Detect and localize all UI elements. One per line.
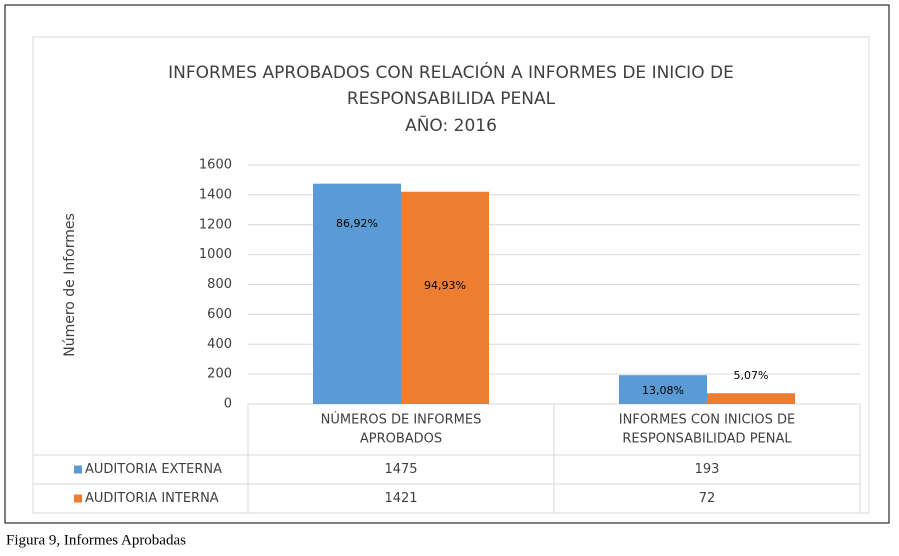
bar	[707, 393, 795, 404]
caption: Figura 9, Informes Aprobadas	[6, 532, 186, 548]
legend-label: AUDITORIA EXTERNA	[85, 462, 222, 477]
chart-title: RESPONSABILIDA PENAL	[347, 89, 556, 109]
y-tick-label: 1000	[199, 247, 232, 262]
legend-label: AUDITORIA INTERNA	[85, 491, 219, 506]
y-tick-label: 1200	[199, 217, 232, 232]
bar	[313, 183, 401, 404]
x-tick-label: NÚMEROS DE INFORMES	[321, 412, 482, 428]
table-value: 193	[695, 462, 720, 477]
x-tick-label: APROBADOS	[360, 432, 442, 447]
percent-label: 86,92%	[336, 217, 378, 230]
chart-title: AÑO: 2016	[405, 114, 497, 136]
y-tick-label: 0	[224, 397, 232, 412]
table-value: 1475	[384, 462, 417, 477]
table-value: 1421	[384, 491, 417, 506]
percent-label: 13,08%	[642, 384, 684, 397]
y-tick-label: 600	[207, 307, 232, 322]
table-value: 72	[699, 491, 716, 506]
y-tick-label: 800	[207, 277, 232, 292]
y-axis-label: Número de Informes	[62, 213, 78, 357]
y-tick-label: 200	[207, 367, 232, 382]
x-tick-label: INFORMES CON INICIOS DE	[619, 413, 795, 428]
percent-label: 94,93%	[424, 279, 466, 292]
y-tick-label: 400	[207, 337, 232, 352]
percent-label: 5,07%	[734, 369, 769, 382]
bar	[401, 191, 489, 404]
y-tick-label: 1400	[199, 187, 232, 202]
bar	[619, 375, 707, 404]
x-tick-label: RESPONSABILIDAD PENAL	[622, 432, 792, 447]
legend-swatch	[74, 465, 82, 474]
chart-title: INFORMES APROBADOS CON RELACIÓN A INFORM…	[168, 61, 734, 83]
legend-swatch	[74, 494, 82, 503]
y-tick-label: 1600	[199, 158, 232, 173]
